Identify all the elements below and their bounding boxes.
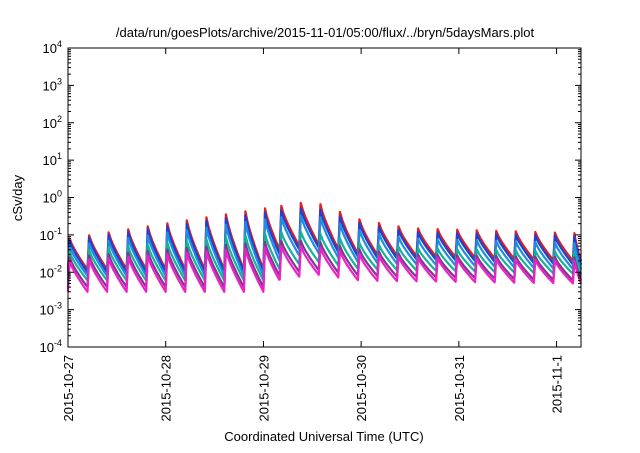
x-tick-label: 2015-10-31 — [452, 355, 467, 422]
axes: 10-4 10-3 10-2 10-1 100 101 102 103 104 2015-10-2… — [40, 39, 581, 422]
y-tick-label: 10-3 — [40, 301, 62, 318]
y-tick-label: 104 — [43, 39, 62, 56]
y-tick-label: 103 — [43, 76, 62, 93]
plot-frame — [67, 47, 582, 348]
x-axis-label: Coordinated Universal Time (UTC) — [224, 429, 423, 444]
y-tick-label: 102 — [43, 114, 62, 131]
x-tick-label: 2015-10-27 — [61, 355, 76, 422]
x-tick-label: 2015-10-28 — [159, 355, 174, 422]
y-tick-label: 101 — [43, 151, 62, 168]
series-layer — [66, 201, 583, 293]
x-tick-label: 2015-10-30 — [354, 355, 369, 422]
chart-title: /data/run/goesPlots/archive/2015-11-01/0… — [116, 25, 535, 40]
y-tick-label: 10-4 — [40, 338, 62, 355]
x-tick-label: 2015-11-1 — [550, 355, 565, 413]
y-tick-label: 10-2 — [40, 263, 62, 280]
y-axis-label: cSv/day — [10, 174, 25, 221]
x-tick-label: 2015-10-29 — [256, 355, 271, 422]
y-tick-label: 10-1 — [40, 226, 62, 243]
y-tick-label: 100 — [43, 189, 62, 206]
series-line-1 — [66, 201, 583, 271]
series-line-6 — [66, 245, 583, 293]
